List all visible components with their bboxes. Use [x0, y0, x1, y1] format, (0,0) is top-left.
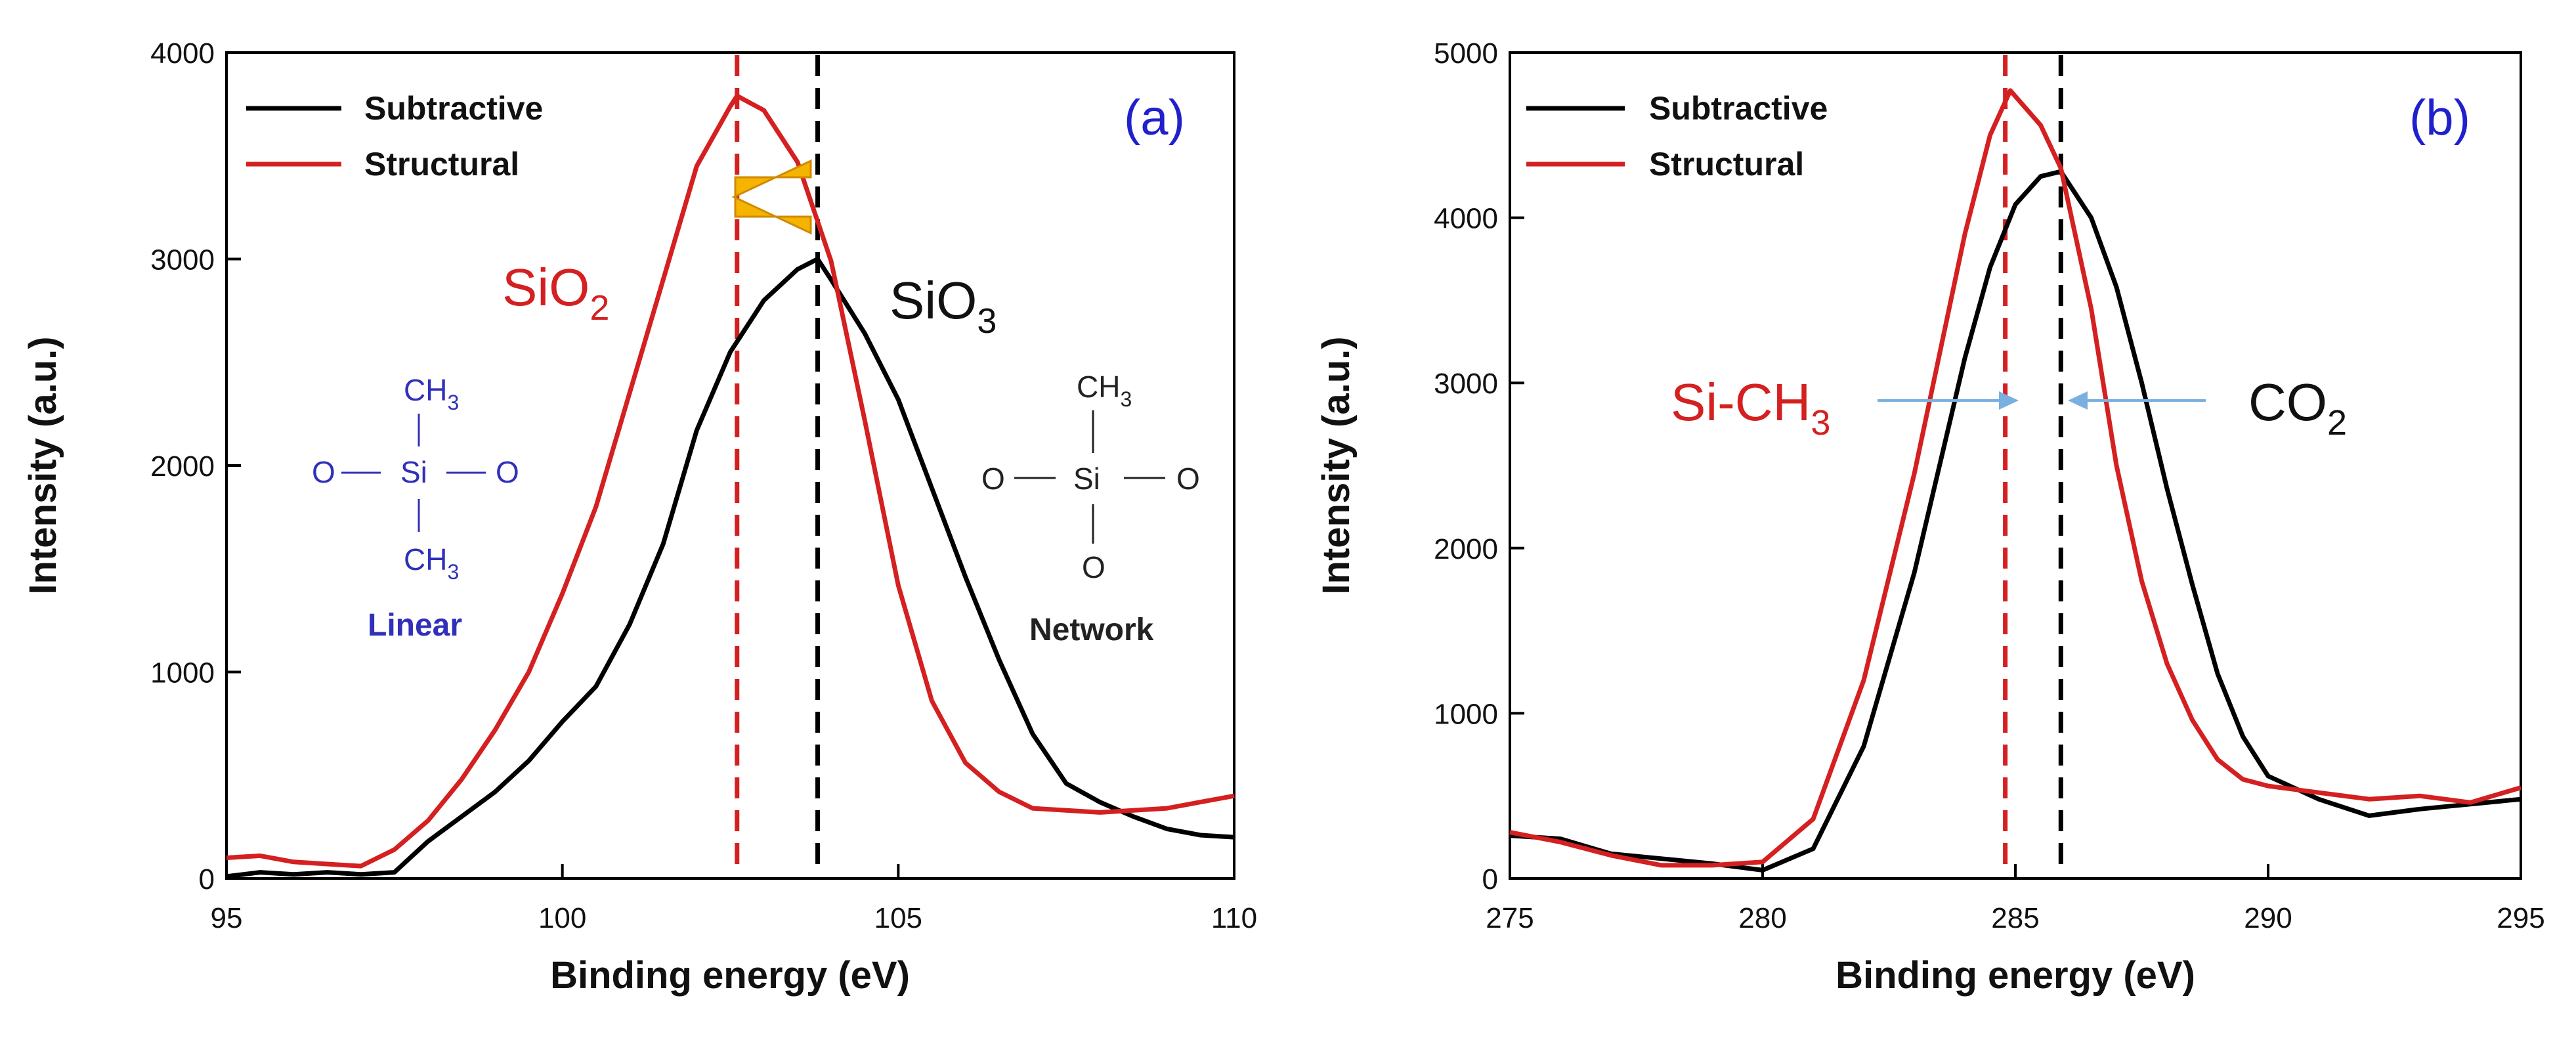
linear-right-atom: O [496, 455, 519, 489]
series-line-subtractive-a [226, 257, 1235, 879]
x-tick-label: 295 [2497, 902, 2544, 934]
annotation-si-ch3: Si-CH3 [1671, 373, 1830, 443]
legend-b: Subtractive Structural [1526, 90, 1828, 183]
linear-top-group: CH3 [404, 373, 459, 414]
panel-b: 275 280 285 290 295 0 1000 2000 3000 4000 5000 Sub… [1315, 37, 2545, 997]
y-tick-label: 1000 [150, 657, 215, 689]
legend-label-subtractive-a: Subtractive [364, 90, 543, 127]
x-tick-label: 275 [1486, 902, 1534, 934]
y-tick-label: 0 [1482, 863, 1498, 896]
y-tick-label: 2000 [150, 450, 215, 483]
network-center-atom: Si [1073, 462, 1100, 496]
series-line-structural-a [226, 93, 1235, 869]
pointer-arrow-left [1878, 391, 2019, 410]
series-line-structural-b [1509, 88, 2522, 868]
linear-caption: Linear [368, 608, 462, 643]
y-tick-label: 3000 [150, 244, 215, 276]
shift-arrow-icon [731, 159, 812, 235]
x-axis-label-b: Binding energy (eV) [1835, 954, 2195, 997]
y-tick-label: 4000 [1434, 203, 1498, 235]
linear-center-atom: Si [400, 455, 427, 489]
y-tick-label: 3000 [1434, 368, 1498, 400]
panel-label-a: (a) [1124, 90, 1185, 146]
y-tick-label: 1000 [1434, 698, 1498, 730]
annotation-sio2: SiO2 [502, 258, 609, 328]
pointer-arrow-right [2068, 391, 2206, 410]
linear-left-atom: O [312, 455, 335, 489]
x-tick-label: 95 [211, 902, 243, 934]
y-tick-label: 2000 [1434, 533, 1498, 565]
panel-a: 95 100 105 110 0 1000 2000 3000 4000 Subtractive… [22, 37, 1257, 997]
plot-frame-b [1509, 51, 2522, 880]
ticks-a: 95 100 105 110 0 1000 2000 3000 4000 [150, 37, 1257, 934]
plot-frame-a [225, 51, 1235, 880]
y-tick-label: 5000 [1434, 37, 1498, 70]
annotation-co2: CO2 [2248, 373, 2347, 443]
x-axis-label-a: Binding energy (eV) [550, 954, 910, 997]
y-tick-label: 4000 [150, 37, 215, 70]
network-structure: CH3 O Si O O Network [981, 370, 1200, 647]
y-axis-label-b: Intensity (a.u.) [1315, 336, 1358, 594]
legend-a: Subtractive Structural [246, 90, 543, 183]
annotation-sio3: SiO3 [890, 271, 997, 341]
x-tick-label: 105 [874, 902, 922, 934]
linear-structure: CH3 O Si O CH3 Linear [312, 373, 519, 643]
arrow-head-left-icon [2068, 391, 2088, 410]
legend-label-structural-a: Structural [364, 146, 519, 183]
x-tick-label: 100 [538, 902, 586, 934]
legend-label-subtractive-b: Subtractive [1649, 90, 1828, 127]
network-top-group: CH3 [1077, 370, 1132, 411]
legend-label-structural-b: Structural [1649, 146, 1804, 183]
network-bottom-atom: O [1082, 550, 1106, 584]
x-tick-label: 110 [1211, 902, 1257, 934]
linear-bottom-group: CH3 [404, 542, 459, 584]
y-tick-label: 0 [199, 863, 215, 896]
network-caption: Network [1029, 613, 1154, 647]
y-axis-label-a: Intensity (a.u.) [22, 336, 64, 594]
network-right-atom: O [1176, 462, 1200, 496]
panel-label-b: (b) [2409, 90, 2470, 146]
x-tick-label: 290 [2244, 902, 2292, 934]
x-tick-label: 280 [1738, 902, 1786, 934]
x-tick-label: 285 [1991, 902, 2039, 934]
arrow-head-right-icon [1999, 391, 2019, 410]
network-left-atom: O [981, 462, 1005, 496]
